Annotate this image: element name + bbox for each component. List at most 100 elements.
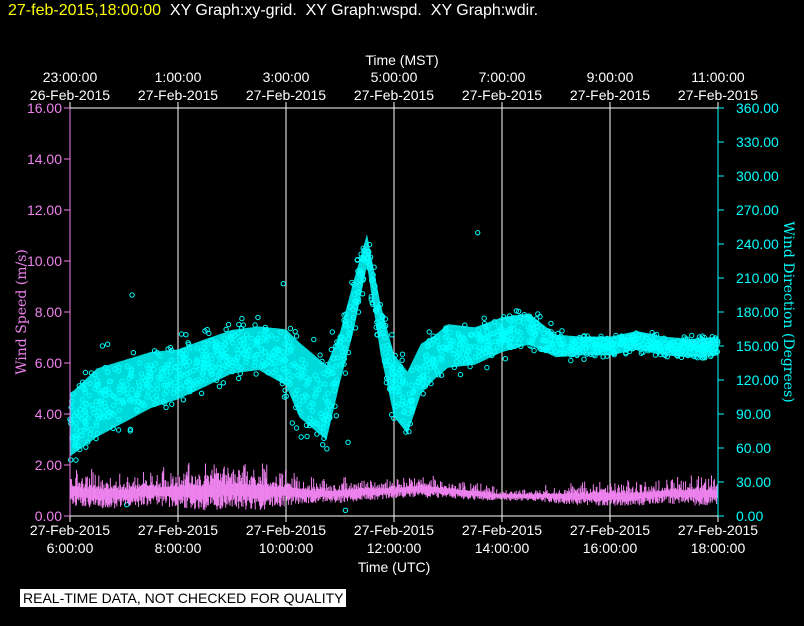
wind-direction-point xyxy=(457,371,464,378)
wind-direction-point xyxy=(535,311,541,317)
bottom-axis-title: Time (UTC) xyxy=(358,559,431,575)
wind-direction-point xyxy=(484,364,490,371)
right-axis-title: Wind Direction (Degrees) xyxy=(780,221,796,402)
wind-direction-point xyxy=(568,357,574,364)
top-tick-label-date: 27-Feb-2015 xyxy=(246,87,326,103)
wind-direction-point xyxy=(223,326,229,333)
wind-direction-point xyxy=(399,351,406,357)
wind-direction-point xyxy=(68,457,74,463)
top-tick-label-date: 26-Feb-2015 xyxy=(30,87,110,103)
left-tick-label: 0.00 xyxy=(35,508,62,524)
wind-direction-point xyxy=(426,329,432,335)
left-tick-label: 16.00 xyxy=(27,100,62,116)
graph-header: 27-feb-2015,18:00:00 XY Graph:xy-grid. X… xyxy=(8,2,538,20)
top-tick-label-time: 23:00:00 xyxy=(43,69,98,85)
bottom-tick-label-date: 27-Feb-2015 xyxy=(246,522,326,538)
top-tick-label-date: 27-Feb-2015 xyxy=(462,87,542,103)
wind-direction-point xyxy=(317,352,323,358)
top-tick-label-time: 3:00:00 xyxy=(263,69,310,85)
wind-direction-point xyxy=(531,347,537,354)
wind-direction-point xyxy=(481,315,487,321)
grid-lines xyxy=(177,108,611,516)
wind-direction-point xyxy=(293,333,300,339)
wind-direction-series xyxy=(67,229,721,514)
bottom-tick-label-time: 16:00:00 xyxy=(583,540,638,556)
wind-direction-point xyxy=(73,457,79,463)
wind-direction-point xyxy=(240,322,247,328)
left-tick-label: 6.00 xyxy=(35,355,62,371)
wind-direction-point xyxy=(581,356,587,362)
wind-direction-point xyxy=(127,428,134,434)
quality-disclaimer: REAL-TIME DATA, NOT CHECKED FOR QUALITY xyxy=(20,589,347,607)
axes xyxy=(64,102,724,522)
wind-direction-point xyxy=(202,328,208,334)
wind-direction-outlier xyxy=(475,229,481,236)
wind-direction-outlier xyxy=(342,507,349,514)
left-axis-title: Wind Speed (m/s) xyxy=(14,249,30,375)
header-date: 27-feb-2015,18:00:00 xyxy=(8,2,162,19)
bottom-tick-label-date: 27-Feb-2015 xyxy=(138,522,218,538)
wind-direction-point xyxy=(420,391,426,397)
left-tick-label: 14.00 xyxy=(27,151,62,167)
right-tick-label: 60.00 xyxy=(736,440,771,456)
wind-direction-point xyxy=(282,387,288,393)
wind-direction-point xyxy=(178,331,185,337)
wind-direction-point xyxy=(236,321,242,328)
top-tick-label-time: 9:00:00 xyxy=(587,69,634,85)
wind-direction-point xyxy=(502,356,508,362)
bottom-tick-label-time: 18:00:00 xyxy=(691,540,746,556)
wind-direction-outlier xyxy=(345,439,351,446)
wind-direction-point xyxy=(329,329,335,335)
wind-direction-point xyxy=(130,350,137,356)
wind-direction-point xyxy=(320,442,326,448)
right-tick-label: 0.00 xyxy=(736,508,763,524)
right-tick-label: 300.00 xyxy=(736,168,779,184)
wind-direction-point xyxy=(220,380,227,386)
bottom-tick-label-time: 8:00:00 xyxy=(155,540,202,556)
wind-direction-outlier xyxy=(124,501,130,508)
right-tick-label: 270.00 xyxy=(736,202,779,218)
top-axis-title: Time (MST) xyxy=(365,52,438,68)
wind-direction-point xyxy=(548,320,554,327)
top-tick-label-time: 11:00:00 xyxy=(691,69,745,85)
bottom-tick-label-time: 12:00:00 xyxy=(367,540,422,556)
wind-direction-point xyxy=(255,314,261,321)
wind-direction-point xyxy=(167,344,174,351)
wind-direction-point xyxy=(293,425,300,431)
wind-direction-point xyxy=(183,332,189,338)
bottom-tick-label-date: 27-Feb-2015 xyxy=(30,522,110,538)
wind-direction-point xyxy=(638,350,645,356)
wind-direction-point xyxy=(342,370,349,376)
wind-direction-point xyxy=(559,328,565,334)
top-tick-label-date: 27-Feb-2015 xyxy=(570,87,650,103)
top-tick-label-date: 27-Feb-2015 xyxy=(138,87,218,103)
axis-labels: 27-Feb-2015 6:00:00 27-Feb-2015 8:00:00 27-F… xyxy=(27,69,779,556)
wind-direction-point xyxy=(252,322,258,328)
wind-direction-point xyxy=(287,325,294,332)
left-tick-label: 8.00 xyxy=(35,304,62,320)
right-tick-label: 210.00 xyxy=(736,270,779,286)
wind-direction-point xyxy=(333,413,339,419)
bottom-tick-label-time: 10:00:00 xyxy=(259,540,314,556)
bottom-tick-label-time: 14:00:00 xyxy=(475,540,530,556)
right-tick-label: 330.00 xyxy=(736,134,779,150)
wind-direction-point xyxy=(239,315,245,322)
wind-direction-outlier xyxy=(99,343,106,349)
left-tick-label: 4.00 xyxy=(35,406,62,422)
left-tick-label: 2.00 xyxy=(35,457,62,473)
top-tick-label-date: 27-Feb-2015 xyxy=(678,87,758,103)
wind-direction-point xyxy=(216,383,223,390)
top-tick-label-time: 1:00:00 xyxy=(155,69,202,85)
wind-direction-point xyxy=(689,332,695,339)
wind-direction-point xyxy=(163,404,169,411)
right-tick-label: 150.00 xyxy=(736,338,779,354)
bottom-tick-label-date: 27-Feb-2015 xyxy=(354,522,434,538)
right-tick-label: 360.00 xyxy=(736,100,779,116)
right-tick-label: 90.00 xyxy=(736,406,771,422)
wind-direction-point xyxy=(169,401,175,407)
wind-direction-point xyxy=(235,375,242,382)
wind-speed-series xyxy=(69,462,719,511)
top-tick-label-time: 7:00:00 xyxy=(479,69,526,85)
wind-direction-point xyxy=(389,332,395,338)
top-tick-label-time: 5:00:00 xyxy=(371,69,418,85)
